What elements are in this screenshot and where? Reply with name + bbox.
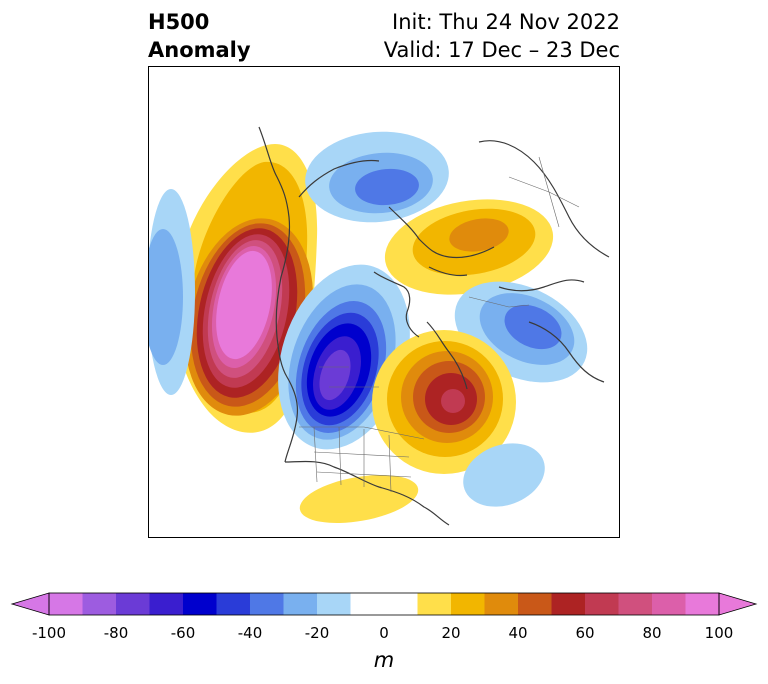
southeast-trough xyxy=(463,443,545,507)
colorbar-tick-label: -100 xyxy=(31,624,67,642)
colorbar-cell xyxy=(183,593,217,615)
colorbar-cell xyxy=(250,593,284,615)
arctic-trough xyxy=(305,131,449,223)
anomaly-map xyxy=(149,126,610,526)
colorbar-cell xyxy=(551,593,586,615)
title-type: Anomaly xyxy=(148,38,251,62)
colorbar-tick-label: 20 xyxy=(441,624,461,642)
north-pacific-trough xyxy=(149,189,195,395)
colorbar-cell xyxy=(384,593,418,615)
colorbar-unit: m xyxy=(373,648,395,672)
colorbar-tick-label: 100 xyxy=(704,624,734,642)
colorbar-tick-label: 60 xyxy=(575,624,595,642)
colorbar-cell xyxy=(116,593,150,615)
colorbar-cell xyxy=(685,593,720,615)
colorbar-cell xyxy=(49,593,83,615)
map-title-right: Init: Thu 24 Nov 2022 Valid: 17 Dec – 23… xyxy=(384,8,620,64)
coastlines xyxy=(258,126,610,526)
colorbar-cell xyxy=(82,593,117,615)
map-title-left: H500 Anomaly xyxy=(148,8,251,64)
colorbar-cell xyxy=(317,593,351,615)
gulf-of-alaska-ridge xyxy=(175,143,318,433)
colorbar-cell xyxy=(585,593,619,615)
colorbar-cell xyxy=(484,593,519,615)
colorbar xyxy=(10,592,758,616)
north-atlantic-ridge xyxy=(372,330,516,474)
colorbar-extend-low xyxy=(10,592,50,616)
borders xyxy=(299,156,580,493)
colorbar-tick-label: -60 xyxy=(170,624,196,642)
colorbar-tick-label: -80 xyxy=(103,624,129,642)
hudson-bay-ridge xyxy=(384,199,554,295)
colorbar-cell xyxy=(149,593,184,615)
valid-range: Valid: 17 Dec – 23 Dec xyxy=(383,38,620,62)
title-field: H500 xyxy=(148,10,210,34)
colorbar-cell xyxy=(451,593,485,615)
colorbar-cell xyxy=(518,593,552,615)
colorbar-tick-label: 0 xyxy=(379,624,389,642)
colorbar-cell xyxy=(283,593,318,615)
colorbar-tick-label: -40 xyxy=(237,624,263,642)
colorbar-cell xyxy=(417,593,452,615)
colorbar-ticks: -100 -80 -60 -40 -20 0 20 40 60 80 100 xyxy=(0,624,768,648)
init-date: Init: Thu 24 Nov 2022 xyxy=(392,10,620,34)
colorbar-tick-label: 80 xyxy=(642,624,662,642)
colorbar-tick-label: -20 xyxy=(304,624,330,642)
colorbar-tick-label: 40 xyxy=(508,624,528,642)
colorbar-extend-high xyxy=(718,592,758,616)
map-panel xyxy=(148,66,620,538)
southeast-ridge xyxy=(299,474,419,524)
colorbar-cell xyxy=(350,593,385,615)
colorbar-cell xyxy=(216,593,251,615)
colorbar-outline xyxy=(48,592,720,616)
colorbar-cell xyxy=(618,593,653,615)
colorbar-cell xyxy=(652,593,686,615)
